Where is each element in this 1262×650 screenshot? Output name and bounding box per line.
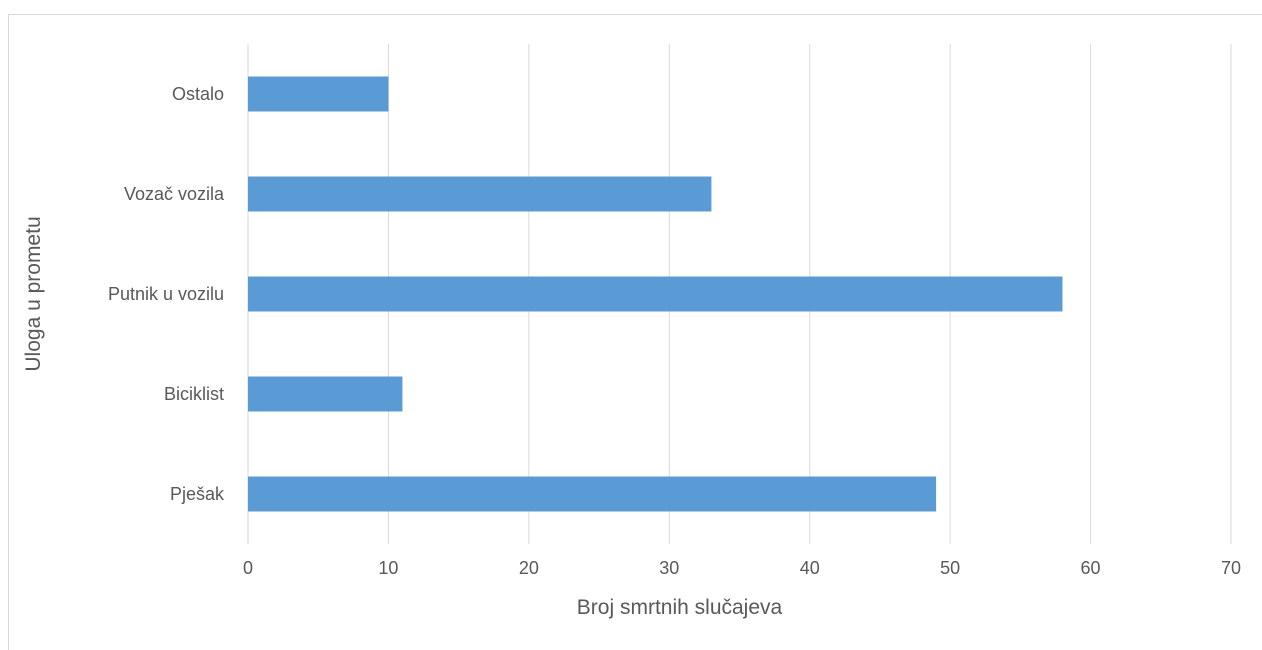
bar-1 [248,376,403,412]
bar-3 [248,176,712,212]
category-label: Biciklist [164,384,224,404]
x-tick-label: 0 [243,558,253,578]
category-label: Pješak [170,484,225,504]
category-label: Ostalo [172,84,224,104]
x-tick-label: 20 [519,558,539,578]
category-label: Vozač vozila [124,184,225,204]
x-tick-label: 30 [659,558,679,578]
category-label: Putnik u vozilu [108,284,224,304]
category-labels: Pješak Biciklist Putnik u vozilu Vozač vozi… [108,84,225,504]
x-tick-label: 60 [1081,558,1101,578]
x-axis-title: Broj smrtnih slučajeva [577,596,783,619]
x-tick-label: 40 [800,558,820,578]
bars [248,76,1063,512]
bar-0 [248,476,937,512]
x-tick-label: 10 [378,558,398,578]
bar-4 [248,76,389,112]
y-axis-title: Uloga u prometu [22,216,45,371]
x-tick-label: 70 [1221,558,1241,578]
x-tick-labels: 0 10 20 30 40 50 60 70 [243,558,1241,578]
bar-2 [248,276,1063,312]
x-tick-label: 50 [940,558,960,578]
chart-frame [8,14,1262,650]
